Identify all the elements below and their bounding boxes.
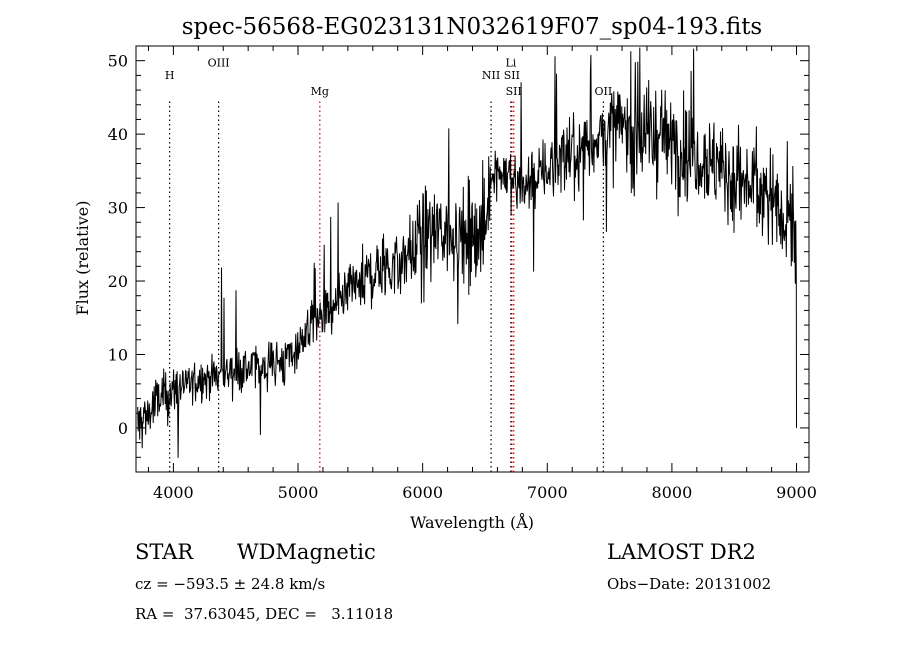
chart-title: spec-56568-EG023131N032619F07_sp04-193.f… [182,14,763,40]
x-axis-label: Wavelength (Å) [410,512,534,532]
spectrum-series-line [136,47,797,458]
x-tick-label: 5000 [278,483,319,502]
x-tick-label: 4000 [153,483,194,502]
y-axis-label: Flux (relative) [73,201,92,316]
line-label: SII [504,69,520,82]
redshift-velocity: cz = −593.5 ± 24.8 km/s [135,575,326,593]
survey-name: LAMOST DR2 [607,540,756,564]
y-tick-label: 40 [108,125,128,144]
y-tick-label: 20 [108,272,128,291]
line-label: H [165,69,175,82]
line-label: NII [482,69,500,82]
line-label: Li [505,57,516,70]
x-tick-label: 6000 [402,483,443,502]
plot-frame [135,45,810,473]
x-tick-label: 7000 [527,483,568,502]
line-label: OIII [208,57,230,70]
y-tick-label: 30 [108,199,128,218]
observation-date: Obs−Date: 20131002 [607,575,772,593]
x-tick-label: 8000 [652,483,693,502]
object-class: STAR [135,540,194,564]
spectrum-chart: spec-56568-EG023131N032619F07_sp04-193.f… [73,14,817,532]
object-subclass: WDMagnetic [237,540,376,564]
line-label: OII [595,85,613,98]
line-label: Mg [311,85,329,98]
line-label: SII [506,85,522,98]
x-tick-label: 9000 [776,483,817,502]
y-tick-label: 0 [118,419,128,438]
y-tick-label: 50 [108,52,128,71]
y-tick-label: 10 [108,345,128,364]
coordinates: RA = 37.63045, DEC = 3.11018 [135,605,394,623]
plot-area: 4000 5000 6000 7000 8000 9000 0 10 20 30 40 50 H OIII… [108,45,817,502]
